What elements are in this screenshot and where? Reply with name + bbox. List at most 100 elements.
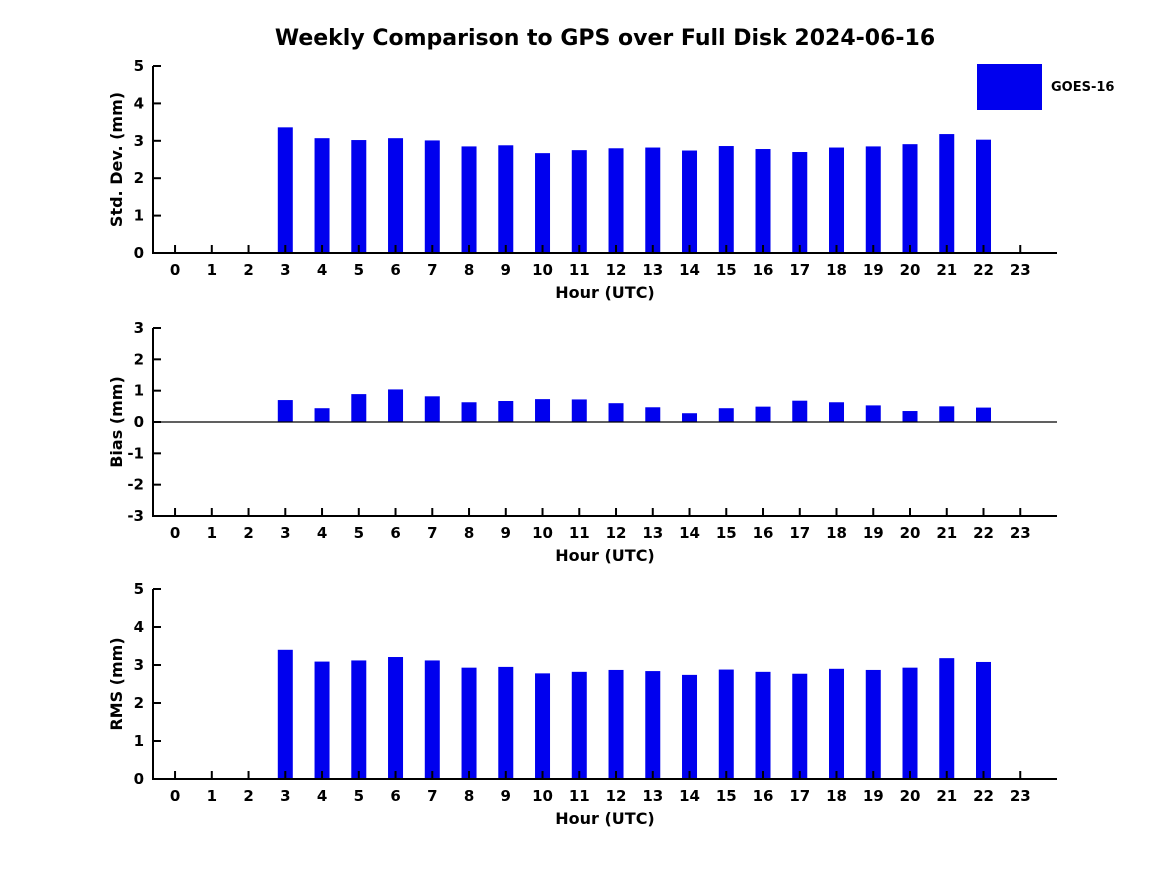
y-tick-label: 3 — [134, 132, 144, 150]
bar-hour-21 — [939, 658, 955, 779]
y-tick-label: 4 — [134, 618, 144, 636]
bar-hour-13 — [645, 671, 661, 779]
bar-hour-5 — [351, 660, 367, 779]
bar-hour-21 — [939, 406, 955, 422]
x-tick-label: 3 — [280, 524, 290, 542]
bar-hour-13 — [645, 147, 661, 253]
x-tick-label: 23 — [1010, 261, 1031, 279]
x-tick-label: 2 — [243, 524, 253, 542]
x-tick-label: 22 — [973, 261, 994, 279]
x-axis-label: Hour (UTC) — [555, 546, 655, 565]
bar-hour-12 — [608, 669, 624, 779]
x-tick-label: 10 — [532, 524, 553, 542]
y-tick-label: 0 — [134, 770, 144, 788]
x-tick-label: 10 — [532, 787, 553, 805]
x-tick-label: 21 — [936, 261, 957, 279]
bar-hour-10 — [535, 399, 551, 422]
x-tick-label: 8 — [464, 261, 474, 279]
x-tick-label: 9 — [501, 524, 511, 542]
bar-hour-15 — [718, 408, 734, 422]
bar-hour-20 — [902, 144, 918, 253]
x-tick-label: 8 — [464, 524, 474, 542]
x-tick-label: 5 — [354, 261, 364, 279]
bar-hour-15 — [718, 146, 734, 253]
y-tick-label: 1 — [134, 207, 144, 225]
bar-hour-8 — [461, 146, 477, 253]
x-tick-label: 14 — [679, 787, 700, 805]
x-tick-label: 23 — [1010, 787, 1031, 805]
bar-hour-5 — [351, 140, 367, 253]
x-tick-label: 5 — [354, 524, 364, 542]
bar-hour-4 — [314, 661, 330, 779]
bar-hour-16 — [755, 149, 771, 253]
x-tick-label: 22 — [973, 524, 994, 542]
chart-title: Weekly Comparison to GPS over Full Disk … — [274, 26, 936, 51]
x-tick-label: 17 — [789, 524, 810, 542]
bar-hour-3 — [277, 649, 293, 779]
bar-hour-10 — [535, 153, 551, 253]
y-tick-label: -1 — [127, 444, 144, 462]
x-tick-label: 18 — [826, 524, 847, 542]
x-tick-label: 9 — [501, 261, 511, 279]
x-tick-label: 10 — [532, 261, 553, 279]
bar-hour-22 — [976, 407, 992, 422]
x-tick-label: 13 — [642, 261, 663, 279]
y-tick-label: -3 — [127, 507, 144, 525]
y-axis-label: Std. Dev. (mm) — [107, 92, 126, 227]
x-tick-label: 7 — [427, 524, 437, 542]
x-tick-label: 6 — [390, 787, 400, 805]
x-tick-label: 4 — [317, 524, 327, 542]
bar-hour-11 — [571, 150, 587, 253]
bar-hour-7 — [424, 660, 440, 779]
x-tick-label: 18 — [826, 261, 847, 279]
x-tick-label: 16 — [753, 524, 774, 542]
x-tick-label: 17 — [789, 261, 810, 279]
x-tick-label: 17 — [789, 787, 810, 805]
bar-hour-8 — [461, 667, 477, 779]
x-tick-label: 22 — [973, 787, 994, 805]
y-tick-label: 3 — [134, 319, 144, 337]
bar-hour-22 — [976, 139, 992, 253]
bar-hour-3 — [277, 127, 293, 253]
bar-hour-7 — [424, 396, 440, 422]
x-tick-label: 12 — [606, 261, 627, 279]
x-tick-label: 11 — [569, 261, 590, 279]
bar-hour-16 — [755, 671, 771, 779]
y-tick-label: -2 — [127, 476, 144, 494]
x-tick-label: 1 — [207, 787, 217, 805]
legend-swatch-icon — [977, 64, 1042, 110]
bar-hour-6 — [388, 657, 404, 779]
x-tick-label: 6 — [390, 261, 400, 279]
legend: GOES-16 — [977, 64, 1114, 110]
bar-hour-14 — [682, 413, 698, 422]
x-tick-label: 14 — [679, 261, 700, 279]
bar-hour-18 — [829, 147, 845, 253]
y-tick-label: 2 — [134, 694, 144, 712]
legend-label: GOES-16 — [1051, 79, 1115, 95]
y-tick-label: 0 — [134, 413, 144, 431]
x-tick-label: 0 — [170, 787, 180, 805]
bar-hour-19 — [865, 405, 881, 422]
x-tick-label: 18 — [826, 787, 847, 805]
x-tick-label: 19 — [863, 524, 884, 542]
y-tick-label: 5 — [134, 580, 144, 598]
x-tick-label: 2 — [243, 261, 253, 279]
x-tick-label: 9 — [501, 787, 511, 805]
x-tick-label: 7 — [427, 787, 437, 805]
bar-hour-9 — [498, 666, 514, 779]
bar-hour-6 — [388, 389, 404, 422]
bar-hour-19 — [865, 146, 881, 253]
x-tick-label: 2 — [243, 787, 253, 805]
x-tick-label: 1 — [207, 261, 217, 279]
bar-hour-17 — [792, 673, 808, 779]
x-tick-label: 4 — [317, 261, 327, 279]
bar-hour-3 — [277, 400, 293, 422]
bar-hour-7 — [424, 140, 440, 253]
bar-hour-9 — [498, 145, 514, 253]
x-tick-label: 0 — [170, 524, 180, 542]
x-tick-label: 15 — [716, 261, 737, 279]
x-tick-label: 6 — [390, 524, 400, 542]
